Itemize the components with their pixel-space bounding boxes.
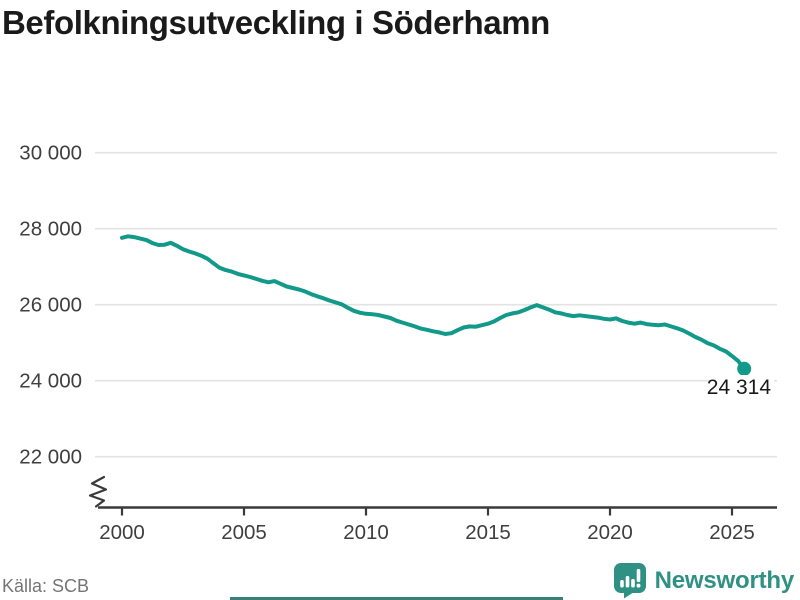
y-tick-label: 22 000: [19, 446, 82, 469]
x-tick-label: 2000: [99, 521, 145, 544]
y-gridlines: [95, 151, 777, 458]
x-tick-label: 2020: [587, 521, 633, 544]
x-axis: [98, 506, 777, 516]
newsworthy-logo-text: Newsworthy: [654, 566, 795, 594]
y-axis-labels: 30 000 28 000 26 000 24 000 22 000: [19, 142, 82, 469]
series-end-label: 24 314: [707, 376, 772, 399]
x-tick-label: 2010: [343, 521, 389, 544]
y-tick-label: 26 000: [19, 294, 82, 317]
newsworthy-logo-icon: [613, 563, 646, 599]
bottom-bar: [230, 597, 563, 600]
axis-break-icon: [88, 475, 108, 508]
x-tick-label: 2005: [221, 521, 267, 544]
y-tick-label: 28 000: [19, 218, 82, 241]
series-end-dot: [737, 361, 752, 376]
source-label: Källa: SCB: [2, 576, 90, 596]
chart-title: Befolkningsutveckling i Söderhamn: [2, 4, 550, 41]
x-axis-labels: 2000 2005 2010 2015 2020 2025: [99, 521, 755, 544]
x-tick-label: 2025: [709, 521, 755, 544]
y-tick-label: 24 000: [19, 370, 82, 393]
newsworthy-logo[interactable]: Newsworthy: [613, 561, 794, 600]
x-tick-label: 2015: [465, 521, 511, 544]
end-label-backdrop: [710, 375, 774, 398]
population-series-line: [120, 234, 747, 371]
y-tick-label: 30 000: [19, 142, 82, 165]
